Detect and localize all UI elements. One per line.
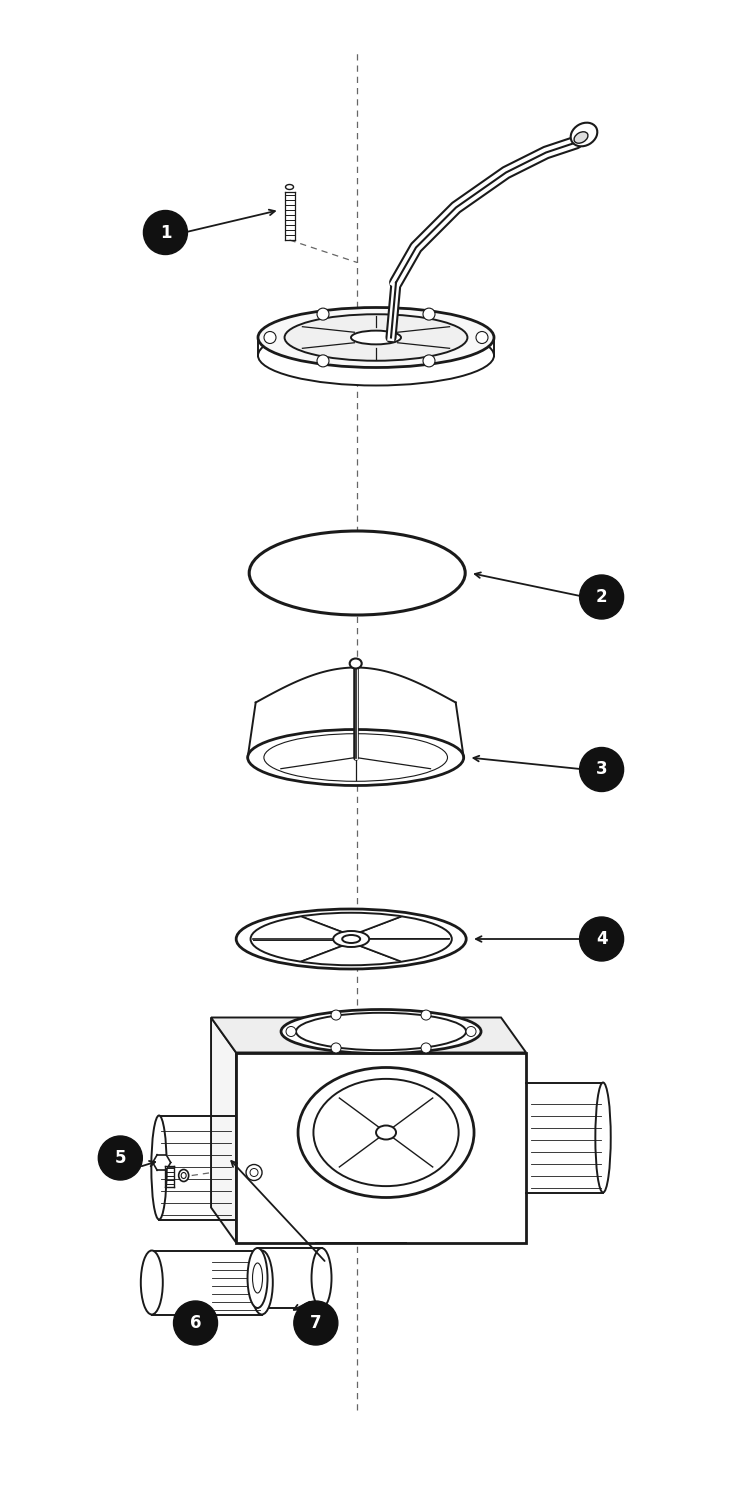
Circle shape xyxy=(580,574,623,620)
Ellipse shape xyxy=(251,1251,273,1314)
Ellipse shape xyxy=(571,123,597,147)
Circle shape xyxy=(331,1042,341,1053)
Ellipse shape xyxy=(351,330,401,345)
Ellipse shape xyxy=(247,729,464,786)
Ellipse shape xyxy=(141,1251,162,1314)
Ellipse shape xyxy=(286,184,293,189)
Ellipse shape xyxy=(151,1116,167,1220)
Ellipse shape xyxy=(342,934,360,944)
Circle shape xyxy=(423,308,435,320)
Circle shape xyxy=(331,1010,341,1020)
Circle shape xyxy=(174,1300,217,1346)
Ellipse shape xyxy=(236,909,466,969)
Polygon shape xyxy=(211,1017,236,1242)
Circle shape xyxy=(294,1300,338,1346)
Circle shape xyxy=(421,1042,431,1053)
Polygon shape xyxy=(256,668,456,702)
Ellipse shape xyxy=(258,308,494,368)
Ellipse shape xyxy=(253,1263,262,1293)
Text: 3: 3 xyxy=(596,760,608,778)
Ellipse shape xyxy=(574,132,588,142)
Circle shape xyxy=(317,356,329,368)
Polygon shape xyxy=(236,1053,526,1242)
Text: 7: 7 xyxy=(310,1314,322,1332)
Text: 2: 2 xyxy=(596,588,608,606)
Ellipse shape xyxy=(333,932,369,946)
Circle shape xyxy=(286,1026,296,1036)
Ellipse shape xyxy=(350,658,362,669)
Ellipse shape xyxy=(247,1248,268,1308)
Ellipse shape xyxy=(284,315,468,362)
Circle shape xyxy=(423,356,435,368)
Ellipse shape xyxy=(258,326,494,386)
Circle shape xyxy=(580,747,623,792)
Circle shape xyxy=(317,308,329,320)
Circle shape xyxy=(476,332,488,344)
Text: 5: 5 xyxy=(114,1149,126,1167)
Circle shape xyxy=(580,916,623,962)
Circle shape xyxy=(421,1010,431,1020)
Text: 1: 1 xyxy=(159,224,171,242)
Ellipse shape xyxy=(281,1010,481,1053)
Polygon shape xyxy=(153,1155,171,1170)
Ellipse shape xyxy=(596,1083,611,1192)
Text: 6: 6 xyxy=(190,1314,202,1332)
Circle shape xyxy=(264,332,276,344)
Ellipse shape xyxy=(298,1068,474,1197)
Circle shape xyxy=(246,1164,262,1180)
Ellipse shape xyxy=(179,1170,189,1182)
Circle shape xyxy=(466,1026,476,1036)
Ellipse shape xyxy=(249,531,465,615)
Circle shape xyxy=(99,1136,142,1180)
Ellipse shape xyxy=(311,1248,332,1308)
Polygon shape xyxy=(211,1017,526,1053)
Circle shape xyxy=(144,210,187,255)
Text: 4: 4 xyxy=(596,930,608,948)
Ellipse shape xyxy=(376,1125,396,1140)
